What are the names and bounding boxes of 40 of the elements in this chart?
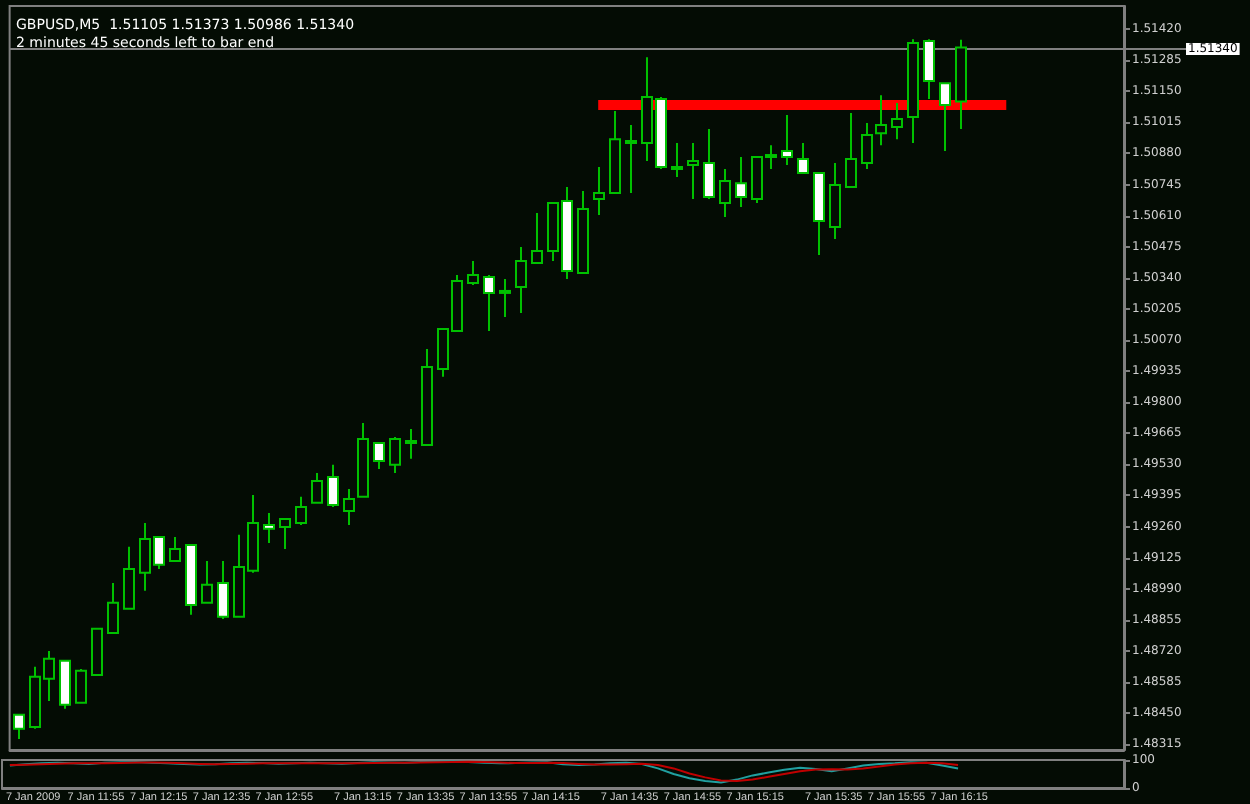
candlestick — [515, 245, 527, 315]
candlestick — [217, 559, 229, 620]
candlestick — [123, 545, 135, 610]
candlestick — [59, 659, 71, 710]
candlestick — [671, 142, 683, 178]
candlestick — [813, 172, 825, 256]
candlestick — [861, 122, 873, 171]
candlestick — [263, 511, 275, 544]
candlestick — [389, 435, 401, 474]
candlestick — [169, 535, 181, 562]
candlestick — [311, 471, 323, 504]
candlestick — [201, 559, 213, 604]
candlestick — [13, 713, 25, 740]
candlestick — [531, 212, 543, 265]
candlestick — [875, 94, 887, 147]
candlestick — [483, 274, 495, 333]
candlestick — [891, 101, 903, 141]
candlestick — [279, 517, 291, 550]
candlestick — [295, 495, 307, 526]
candlestick — [845, 112, 857, 189]
candlestick — [735, 156, 747, 209]
candlestick — [499, 277, 511, 318]
candlestick — [797, 142, 809, 174]
candlestick — [75, 667, 87, 704]
candlestick — [829, 162, 841, 241]
candlestick — [781, 113, 793, 166]
candlestick — [939, 82, 951, 153]
candlestick — [405, 427, 417, 460]
candlestick — [719, 168, 731, 218]
candlestick — [327, 463, 339, 508]
candlestick — [343, 488, 355, 526]
candlestick — [593, 166, 605, 216]
candlestick — [687, 142, 699, 201]
candlestick — [923, 38, 935, 101]
candlestick — [373, 441, 385, 470]
candlestick — [467, 259, 479, 286]
candlestick — [703, 128, 715, 201]
candlestick — [91, 627, 103, 676]
candlestick — [625, 124, 637, 195]
candlestick — [107, 582, 119, 634]
